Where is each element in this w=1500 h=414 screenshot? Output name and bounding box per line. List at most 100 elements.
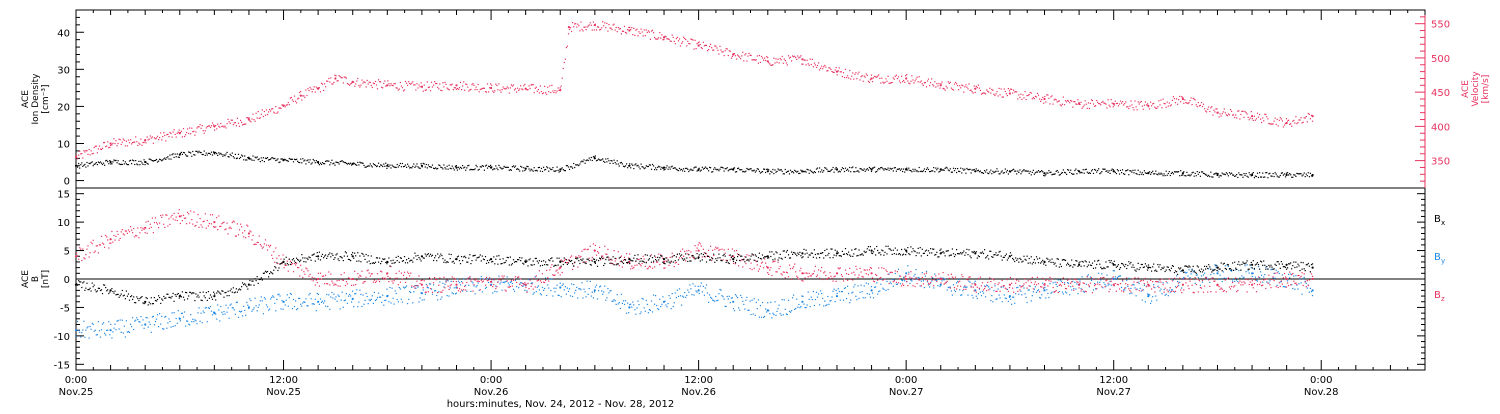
by-sample: [124, 326, 125, 327]
bz-sample: [895, 270, 896, 271]
velocity-sample: [1074, 101, 1075, 102]
velocity-sample: [482, 88, 483, 89]
top-left-axis-label: [cm⁻³]: [41, 84, 51, 113]
by-sample: [87, 326, 88, 327]
by-sample: [425, 294, 426, 295]
by-sample: [77, 321, 78, 322]
by-sample: [514, 291, 515, 292]
velocity-sample: [1012, 93, 1013, 94]
velocity-sample: [683, 37, 684, 38]
ion-density-sample: [782, 171, 783, 172]
velocity-sample: [1041, 99, 1042, 100]
by-sample: [150, 324, 151, 325]
by-sample: [215, 314, 216, 315]
velocity-sample: [1103, 102, 1104, 103]
bz-sample: [211, 223, 212, 224]
by-sample: [184, 311, 185, 312]
ion-density-sample: [1273, 173, 1274, 174]
bz-sample: [231, 228, 232, 229]
velocity-sample: [170, 133, 171, 134]
velocity-sample: [730, 51, 731, 52]
bz-sample: [719, 249, 720, 250]
bz-sample: [80, 249, 81, 250]
by-sample: [1266, 281, 1267, 282]
velocity-sample: [779, 62, 780, 63]
bz-sample: [1040, 286, 1041, 287]
ion-density-sample: [389, 165, 390, 166]
bz-sample: [724, 249, 725, 250]
by-sample: [1151, 301, 1152, 302]
by-sample: [961, 294, 962, 295]
by-sample: [127, 332, 128, 333]
bz-sample: [1201, 288, 1202, 289]
by-sample: [385, 300, 386, 301]
by-sample: [439, 281, 440, 282]
by-sample: [329, 309, 330, 310]
by-sample: [507, 276, 508, 277]
by-sample: [1061, 281, 1062, 282]
by-sample: [86, 327, 87, 328]
by-sample: [826, 304, 827, 305]
ion-density-sample: [998, 171, 999, 172]
ion-density-sample: [308, 162, 309, 163]
by-sample: [83, 321, 84, 322]
by-sample: [224, 313, 225, 314]
ion-density-sample: [1095, 170, 1096, 171]
ion-density-sample: [316, 160, 317, 161]
bz-sample: [370, 276, 371, 277]
bz-sample: [1099, 284, 1100, 285]
velocity-sample: [472, 83, 473, 84]
by-sample: [176, 318, 177, 319]
velocity-sample: [1029, 94, 1030, 95]
ion-density-sample: [108, 163, 109, 164]
by-point: [801, 301, 803, 303]
bz-sample: [352, 278, 353, 279]
bz-sample: [791, 279, 792, 280]
ion-density-sample: [522, 170, 523, 171]
velocity-sample: [196, 127, 197, 128]
by-sample: [515, 280, 516, 281]
ion-density-sample: [1248, 177, 1249, 178]
velocity-sample: [853, 79, 854, 80]
bz-sample: [857, 277, 858, 278]
by-sample: [917, 279, 918, 280]
bz-sample: [886, 271, 887, 272]
velocity-sample: [1111, 99, 1112, 100]
velocity-sample: [821, 66, 822, 67]
by-sample: [830, 300, 831, 301]
ion-density-sample: [903, 169, 904, 170]
velocity-sample: [721, 51, 722, 52]
by-sample: [768, 310, 769, 311]
bz-sample: [368, 270, 369, 271]
velocity-sample: [262, 109, 263, 110]
velocity-sample: [1240, 114, 1241, 115]
bz-sample: [1021, 286, 1022, 287]
ion-density-sample: [1249, 172, 1250, 173]
by-sample: [1095, 288, 1096, 289]
by-sample: [613, 301, 614, 302]
by-sample: [444, 284, 445, 285]
bz-sample: [375, 282, 376, 283]
bz-sample: [405, 282, 406, 283]
bz-sample: [889, 283, 890, 284]
by-sample: [1009, 297, 1010, 298]
by-sample: [663, 301, 664, 302]
velocity-sample: [975, 92, 976, 93]
ion-density-sample: [944, 170, 945, 171]
velocity-sample: [548, 91, 549, 92]
ion-density-sample: [456, 165, 457, 166]
bz-sample: [276, 258, 277, 259]
by-sample: [1237, 281, 1238, 282]
bz-sample: [1109, 291, 1110, 292]
velocity-sample: [1128, 108, 1129, 109]
velocity-sample: [1291, 126, 1292, 127]
bz-sample: [373, 282, 374, 283]
by-sample: [1277, 285, 1278, 286]
velocity-sample: [702, 48, 703, 49]
ion-density-sample: [321, 164, 322, 165]
by-sample: [424, 299, 425, 300]
bz-sample: [951, 274, 952, 275]
ion-density-sample: [886, 169, 887, 170]
bz-sample: [929, 284, 930, 285]
ion-density-sample: [242, 156, 243, 157]
